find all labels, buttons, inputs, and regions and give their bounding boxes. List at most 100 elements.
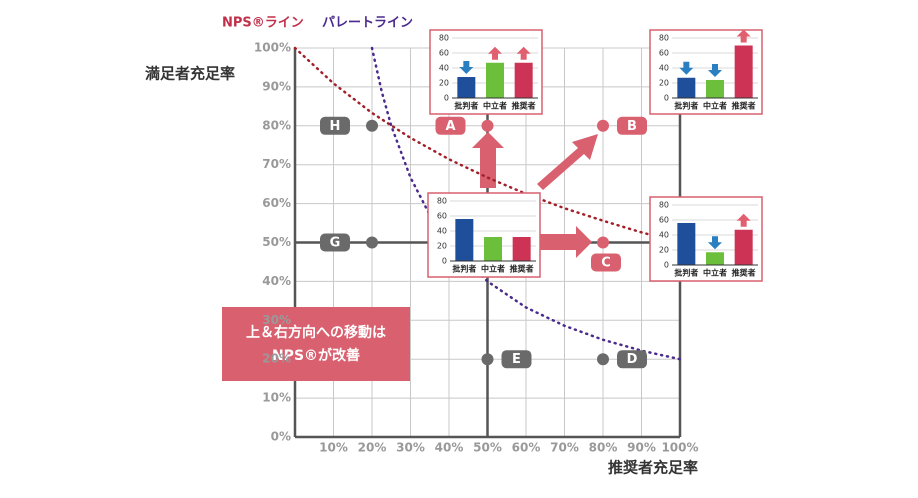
mini-y-tick-label: 0 [664,94,669,103]
x-tick-label: 70% [550,441,579,455]
mini-y-tick-label: 80 [437,197,447,206]
mini-bar [486,62,504,98]
mini-category-label: 推奨者 [732,101,756,111]
mini-y-tick-label: 20 [437,242,447,251]
y-axis-title: 満足者充足率 [145,65,235,83]
mini-y-tick-label: 60 [659,216,669,225]
mini-y-tick-label: 80 [659,201,669,210]
mini-y-tick-label: 0 [442,257,447,266]
y-tick-label: 40% [262,274,291,288]
mini-bar [706,80,724,98]
mini-category-label: 批判者 [674,268,698,278]
y-tick-label: 100% [254,41,291,55]
mini-category-label: 推奨者 [512,101,536,111]
curve [370,46,682,361]
move-arrows [472,132,598,258]
point-label-box [617,116,647,135]
point [597,119,609,132]
point-label-box [591,253,621,272]
x-tick-label: 60% [512,441,541,455]
mini-y-tick-label: 40 [659,64,669,73]
mini-bar [484,237,502,261]
mini-y-tick-label: 20 [659,79,669,88]
point-label-box [617,350,647,369]
mini-y-tick-label: 60 [439,49,449,58]
mini-category-label: 中立者 [703,268,727,278]
mini-category-label: 批判者 [454,101,478,111]
point [366,119,378,132]
point-label-box [501,350,532,369]
x-tick-label: 100% [661,441,698,455]
point-label: C [601,256,611,271]
legend-nps: NPS®ライン [222,16,304,31]
point-label-box [320,233,350,252]
mini-y-tick-label: 60 [437,212,447,221]
mini-category-label: 推奨者 [510,264,534,274]
mini-change-arrow [736,213,751,227]
mini-change-arrow [488,46,502,60]
x-axis-title: 推奨者充足率 [608,459,698,477]
mini-category-label: 批判者 [452,264,476,274]
mini-bar [677,77,696,98]
point [597,236,609,249]
y-tick-label: 70% [262,157,291,171]
point [597,353,609,366]
point-label-box [320,116,350,135]
y-tick-label: 10% [262,391,291,405]
x-tick-label: 10% [319,441,348,455]
mini-change-arrow [459,61,474,74]
arrow-right [540,226,592,258]
point-label: A [445,119,455,134]
mini-y-tick-label: 60 [659,49,669,58]
mini-y-tick-label: 20 [439,79,449,88]
arrow-up [472,132,504,188]
curve [293,46,682,244]
point [481,353,494,366]
x-tick-label: 80% [589,441,618,455]
point [481,119,494,132]
mini-y-tick-label: 40 [659,231,669,240]
x-tick-label: 20% [358,441,387,455]
mini-y-tick-label: 40 [439,64,449,73]
mini-bar [455,219,474,261]
legend-pareto: パレートライン [322,16,413,31]
arrow-diagonal [537,134,598,190]
mini-bar [734,45,753,98]
mini-change-arrow [736,29,751,43]
point-label: E [512,352,521,367]
mini-category-label: 中立者 [483,101,507,111]
y-tick-label: 0% [271,430,291,444]
y-tick-label: 50% [262,235,291,249]
y-tick-label: 90% [262,79,291,93]
mini-category-label: 中立者 [703,101,727,111]
mini-change-arrow [516,46,531,60]
note-line: 上＆右方向への移動は [246,324,386,341]
mini-chart-frame [427,192,541,278]
x-tick-label: 50% [473,441,502,455]
mini-bar [457,77,476,98]
mini-bar [514,62,533,98]
mini-y-tick-label: 20 [659,246,669,255]
x-tick-label: 40% [435,441,464,455]
mini-change-arrow [708,64,722,77]
mini-category-label: 批判者 [674,101,698,111]
mini-change-arrow [679,61,694,75]
note-line: NPS®が改善 [272,347,360,364]
note-box [222,307,410,381]
y-tick-label: 30% [262,313,291,327]
y-tick-label: 60% [262,196,291,210]
point-label: B [627,119,637,134]
mini-change-arrow [708,236,722,250]
mini-y-tick-label: 0 [444,94,449,103]
point [366,236,378,249]
mini-category-label: 中立者 [481,264,505,274]
x-tick-label: 30% [396,441,425,455]
y-tick-label: 80% [262,118,291,132]
mini-category-label: 推奨者 [732,268,756,278]
point-label: D [627,352,638,367]
mini-bar [512,237,531,261]
point-label: G [330,236,341,251]
mini-y-tick-label: 40 [437,227,447,236]
mini-y-tick-label: 80 [439,34,449,43]
